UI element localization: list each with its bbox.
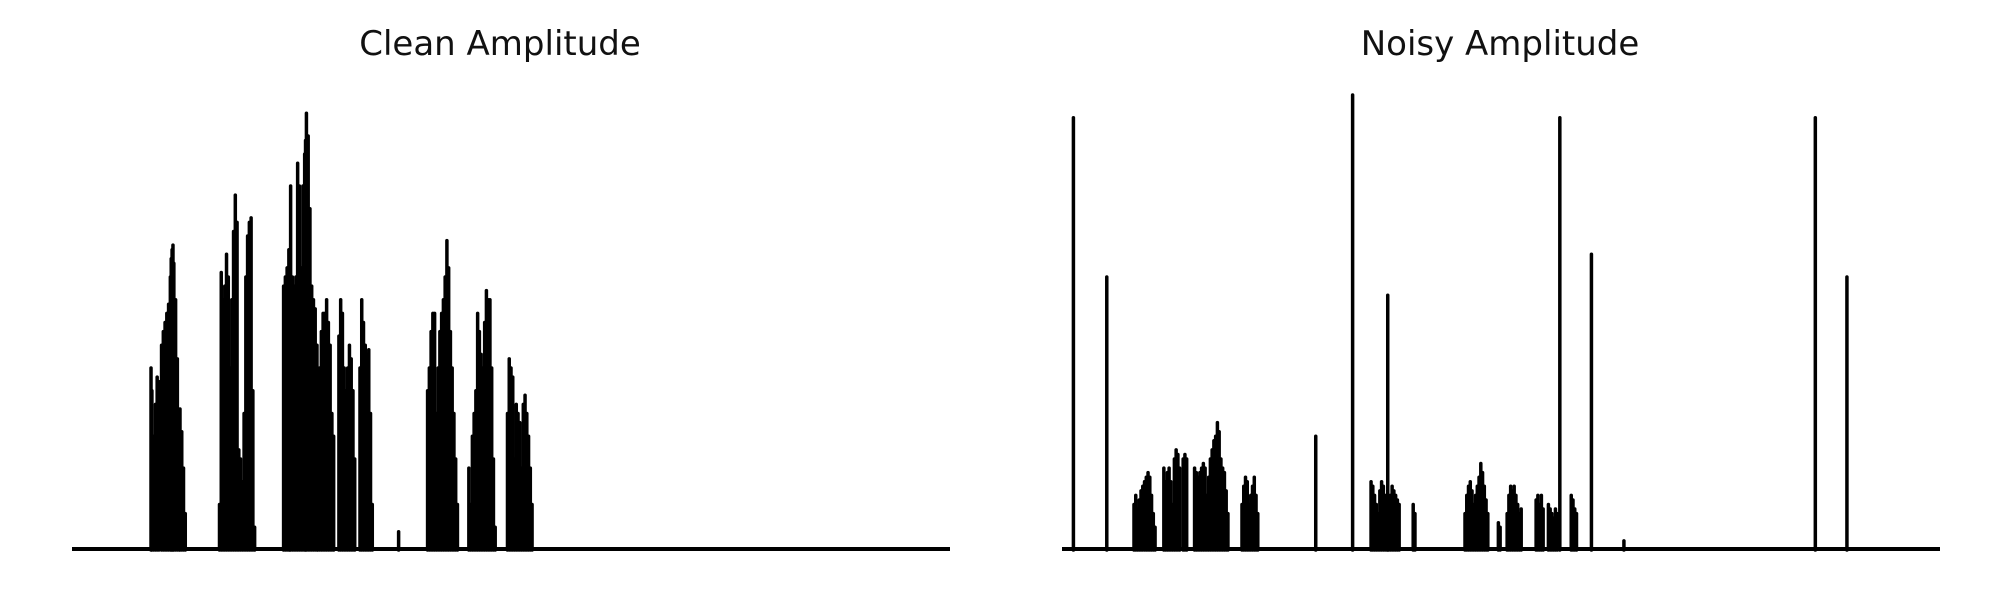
clean-amplitude-plot (72, 111, 950, 552)
chart-title: Noisy Amplitude (1360, 24, 1640, 64)
clean-amplitude-panel: Clean Amplitude (72, 24, 950, 552)
noisy-amplitude-panel: Noisy Amplitude (1000, 0, 2000, 600)
noisy-amplitude-plot (1062, 93, 1940, 552)
chart-title: Clean Amplitude (359, 24, 641, 64)
